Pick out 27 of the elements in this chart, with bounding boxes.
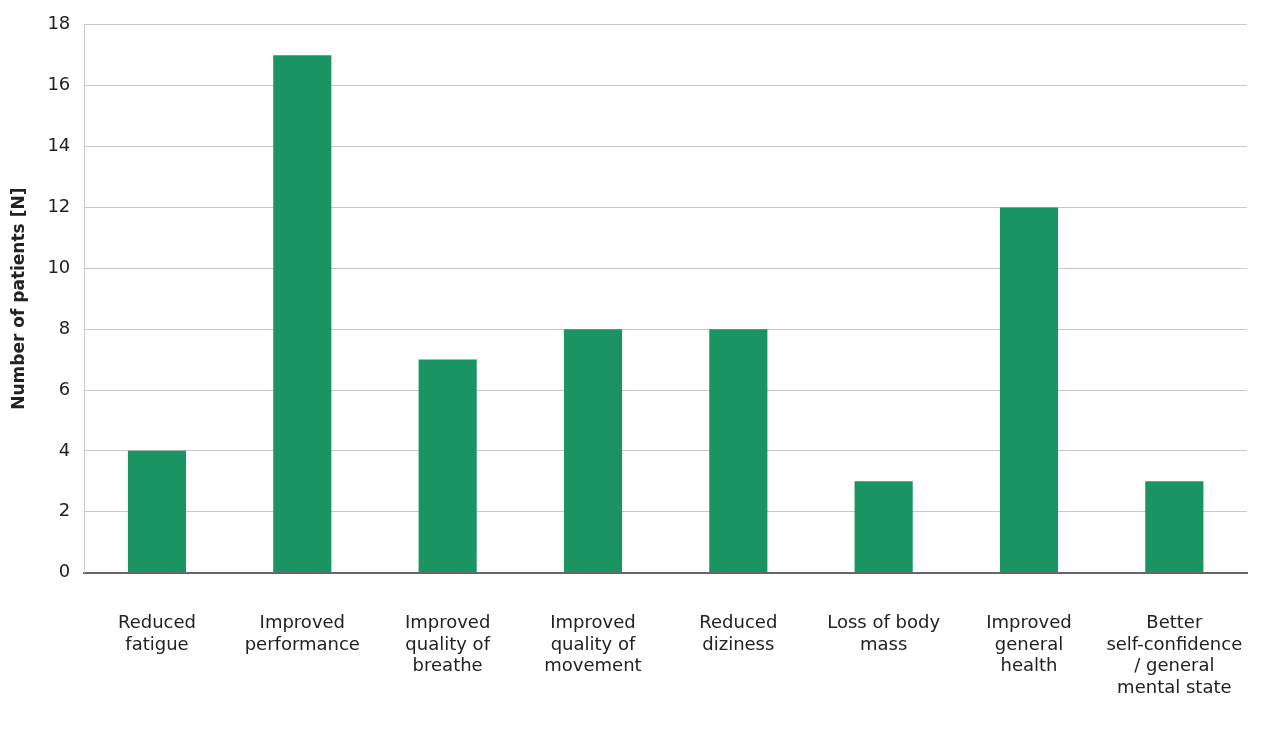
x-tick-label: Reduced diziness bbox=[699, 611, 778, 654]
x-tick-label: Reduced fatigue bbox=[117, 611, 196, 654]
y-tick-label: 12 bbox=[47, 195, 71, 217]
y-tick-label: 10 bbox=[47, 255, 71, 277]
bar bbox=[563, 329, 623, 573]
y-tick-label: 16 bbox=[47, 73, 71, 95]
bar bbox=[999, 207, 1059, 573]
x-tick-label: Improved performance bbox=[244, 611, 360, 654]
y-tick-label: 14 bbox=[47, 134, 71, 156]
y-tick-label: 6 bbox=[58, 377, 71, 399]
y-tick-label: 8 bbox=[58, 316, 71, 338]
x-tick-label: Improved quality of breathe bbox=[404, 611, 491, 676]
x-tick-label: Loss of body mass bbox=[827, 611, 941, 654]
y-axis-title: Number of patients [N] bbox=[7, 187, 28, 410]
bar bbox=[1145, 481, 1204, 573]
bar bbox=[854, 481, 913, 573]
bar bbox=[418, 359, 477, 573]
bar bbox=[127, 450, 187, 573]
x-tick-label: Improved general health bbox=[986, 611, 1072, 676]
x-tick-label: Better self-confidence / general mental state bbox=[1106, 611, 1243, 697]
y-tick-label: 18 bbox=[47, 12, 71, 34]
y-tick-label: 0 bbox=[58, 560, 71, 582]
bar bbox=[273, 55, 332, 573]
y-tick-label: 2 bbox=[58, 499, 71, 521]
x-tick-label: Improved quality of movement bbox=[544, 611, 642, 676]
y-tick-label: 4 bbox=[58, 438, 71, 460]
bar bbox=[709, 329, 768, 573]
